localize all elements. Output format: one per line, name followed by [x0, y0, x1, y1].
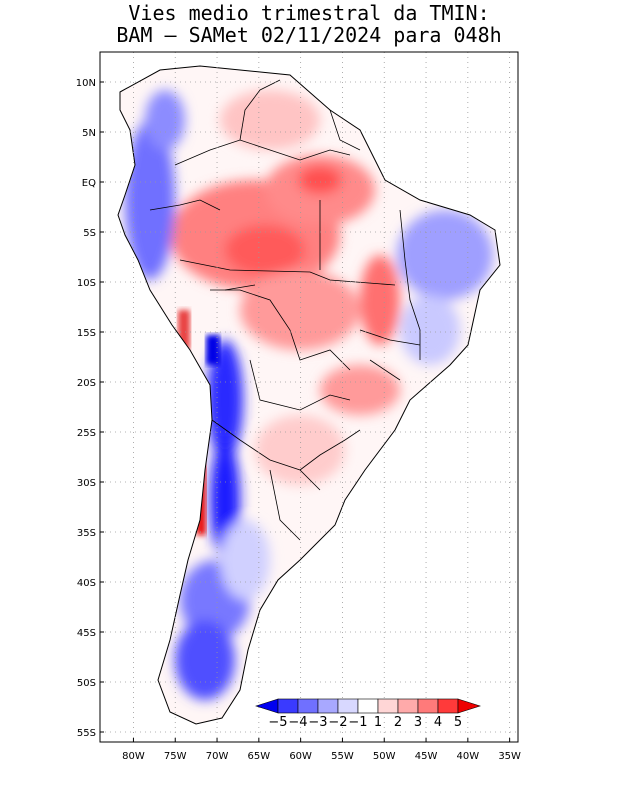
lat-tick-label: 10S [77, 278, 96, 289]
lat-tick-label: 20S [77, 378, 96, 389]
lon-tick-label: 55W [331, 751, 354, 762]
lon-tick-label: 50W [373, 751, 396, 762]
coastline [117, 65, 501, 725]
colorbar-label: 4 [434, 715, 442, 730]
colorbar-label: −4 [288, 715, 307, 730]
map-title-line1: Vies medio trimestral da TMIN: [128, 1, 490, 25]
lat-tick-label: 30S [77, 478, 96, 489]
colorbar-arrow-low [255, 698, 279, 714]
lon-tick-label: 75W [164, 751, 187, 762]
colorbar-swatch [297, 698, 319, 714]
colorbar-swatch [417, 698, 439, 714]
graticule [100, 52, 518, 742]
lat-tick-label: 45S [77, 628, 96, 639]
lon-tick-label: 80W [122, 751, 145, 762]
colorbar-arrow-high [457, 698, 481, 714]
colorbar-swatch [337, 698, 359, 714]
longitude-labels: 80W 75W 70W 65W 60W 55W 50W 45W 40W 35W [122, 738, 521, 762]
lon-tick-label: 45W [415, 751, 438, 762]
lat-tick-label: 25S [77, 428, 96, 439]
colorbar-swatch [277, 698, 299, 714]
colorbar-label: 3 [414, 715, 422, 730]
colorbar-label: −5 [268, 715, 287, 730]
colorbar: −5 −4 −3 −2 −1 1 2 3 4 5 [255, 698, 481, 730]
map-frame [99, 51, 519, 743]
lat-tick-label: 35S [77, 528, 96, 539]
lon-tick-label: 40W [457, 751, 480, 762]
country-borders [149, 79, 421, 541]
bias-field [118, 66, 500, 724]
colorbar-swatch [377, 698, 399, 714]
latitude-labels: 10N 5N EQ 5S 10S 15S 20S 25S 30S 35S 40S 45S 50S 55S [76, 78, 104, 739]
lon-tick-label: 60W [289, 751, 312, 762]
lat-tick-label: 15S [77, 328, 96, 339]
map-title-line2: BAM – SAMet 02/11/2024 para 048h [116, 23, 502, 47]
colorbar-label: −3 [308, 715, 327, 730]
lon-tick-label: 65W [248, 751, 271, 762]
lat-tick-label: EQ [82, 178, 96, 189]
colorbar-swatch [357, 698, 379, 714]
colorbar-swatch [437, 698, 459, 714]
lat-tick-label: 5S [83, 228, 96, 239]
colorbar-label: 2 [394, 715, 402, 730]
lat-tick-label: 55S [77, 728, 96, 739]
colorbar-swatch [317, 698, 339, 714]
colorbar-swatch [397, 698, 419, 714]
lat-tick-label: 50S [77, 678, 96, 689]
lon-tick-label: 35W [498, 751, 521, 762]
colorbar-label: 5 [454, 715, 462, 730]
lon-tick-label: 70W [206, 751, 229, 762]
colorbar-label: −2 [328, 715, 347, 730]
lat-tick-label: 5N [82, 128, 96, 139]
colorbar-label: −1 [348, 715, 367, 730]
colorbar-label: 1 [374, 715, 382, 730]
lat-tick-label: 10N [76, 78, 96, 89]
lat-tick-label: 40S [77, 578, 96, 589]
